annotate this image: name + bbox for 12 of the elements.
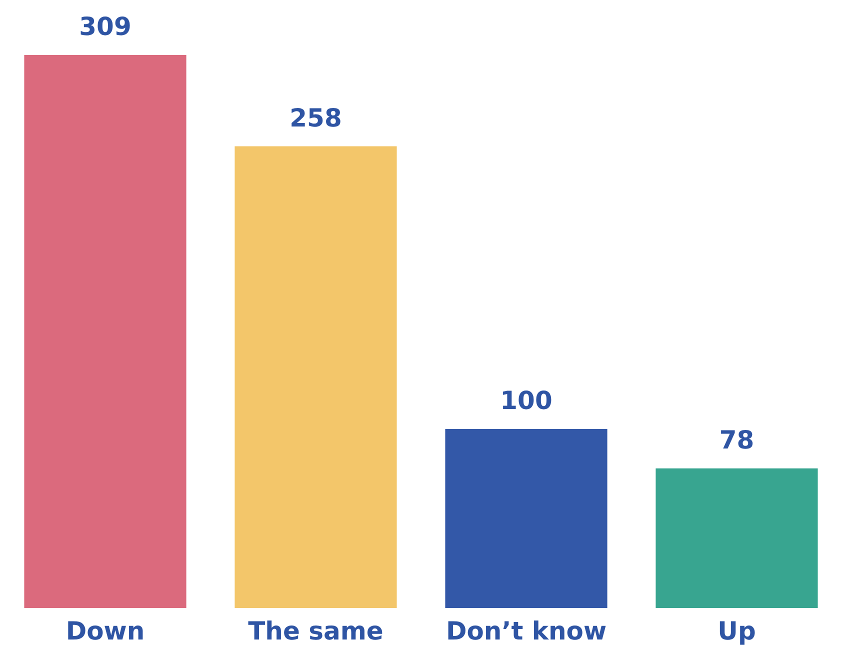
data-label: 309	[79, 12, 132, 41]
bar	[24, 55, 186, 608]
bar	[234, 146, 397, 608]
x-tick-label: The same	[248, 616, 384, 646]
data-label: 78	[719, 425, 754, 454]
bar	[445, 429, 608, 608]
data-label: 258	[290, 103, 342, 132]
x-tick-label: Down	[66, 616, 145, 646]
x-tick-label: Don’t know	[446, 616, 607, 646]
data-label: 100	[500, 386, 552, 416]
bar	[656, 468, 818, 608]
x-tick-label: Up	[718, 616, 756, 646]
